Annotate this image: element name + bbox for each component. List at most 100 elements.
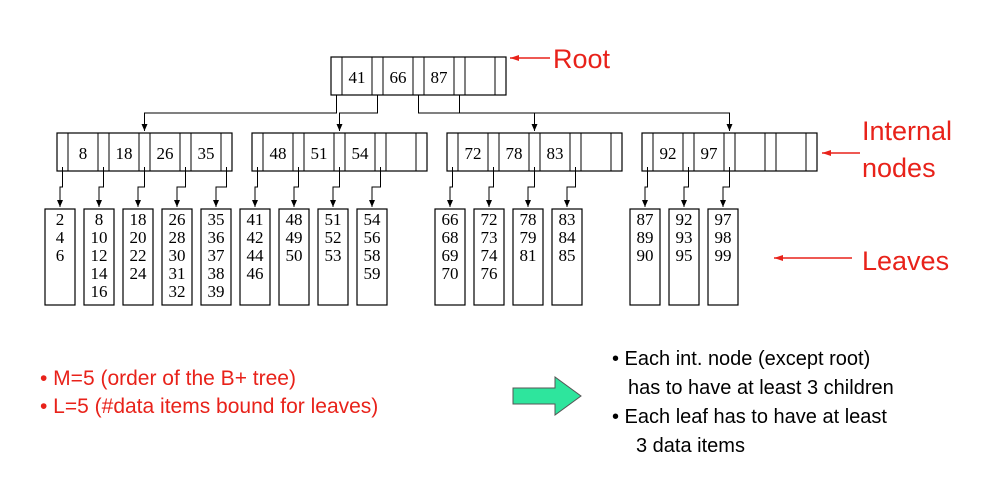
leaf-value: 42 xyxy=(247,228,264,247)
leaf-box xyxy=(668,208,700,306)
leaf-value: 48 xyxy=(286,210,303,229)
node-key: 51 xyxy=(311,144,328,163)
tree-edge xyxy=(330,167,340,207)
node-key: 54 xyxy=(352,144,370,163)
tree-edge xyxy=(96,167,104,207)
leaf-value: 74 xyxy=(481,246,499,265)
tree-edge xyxy=(369,167,381,207)
leaf-value: 69 xyxy=(442,246,459,265)
leaf-value: 31 xyxy=(169,264,186,283)
leaf-value: 28 xyxy=(169,228,186,247)
node-key: 48 xyxy=(270,144,287,163)
leaf-value: 98 xyxy=(715,228,732,247)
leaf-value: 97 xyxy=(715,210,733,229)
notes-left: • M=5 (order of the B+ tree) • L=5 (#dat… xyxy=(40,365,378,421)
root-node: 41 66 87 xyxy=(330,56,507,96)
leaf-value: 14 xyxy=(91,264,109,283)
tree-edge xyxy=(525,167,535,207)
leaf-value: 53 xyxy=(325,246,342,265)
leaf-box xyxy=(44,208,76,306)
note-int-node-cont: has to have at least 3 children xyxy=(628,377,894,399)
leaf-box xyxy=(122,208,154,306)
leaf-value: 84 xyxy=(559,228,577,247)
leaf-value: 73 xyxy=(481,228,498,247)
leaf-value: 18 xyxy=(130,210,147,229)
leaves-label: Leaves xyxy=(862,246,949,276)
node-key: 97 xyxy=(701,144,719,163)
leaf-value: 56 xyxy=(364,228,381,247)
leaf-value: 46 xyxy=(247,264,264,283)
leaf-value: 81 xyxy=(520,246,537,265)
leaf-value: 66 xyxy=(442,210,459,229)
leaf-value: 93 xyxy=(676,228,693,247)
node-key: 78 xyxy=(506,144,523,163)
leaf-value: 76 xyxy=(481,264,498,283)
node-key: 35 xyxy=(198,144,215,163)
node-key: 26 xyxy=(157,144,174,163)
leaf-value: 4 xyxy=(56,228,65,247)
leaf-value: 16 xyxy=(91,282,108,301)
note-m: • M=5 (order of the B+ tree) xyxy=(40,367,296,390)
tree-edge xyxy=(213,167,227,207)
leaf-value: 68 xyxy=(442,228,459,247)
leaf-box xyxy=(161,208,193,306)
note-leaf-cont: 3 data items xyxy=(636,435,745,457)
tree-edge xyxy=(252,167,258,207)
note-int-node: • Each int. node (except root) xyxy=(612,348,871,370)
leaf-box xyxy=(512,208,544,306)
internal-node-3: 72 78 83 xyxy=(446,132,623,172)
leaf-value: 58 xyxy=(364,246,381,265)
leaf-value: 92 xyxy=(676,210,693,229)
leaf-value: 26 xyxy=(169,210,186,229)
node-key: 72 xyxy=(465,144,482,163)
node-key: 8 xyxy=(79,144,88,163)
root-label-group: Root xyxy=(510,44,611,74)
tree-edge xyxy=(447,167,453,207)
internal-label-line2: nodes xyxy=(862,153,936,183)
leaf-value: 32 xyxy=(169,282,186,301)
leaf-value: 35 xyxy=(208,210,225,229)
leaf-value: 49 xyxy=(286,228,303,247)
tree-edge xyxy=(336,95,378,131)
leaf-value: 83 xyxy=(559,210,576,229)
leaf-value: 6 xyxy=(56,246,65,265)
leaf-value: 52 xyxy=(325,228,342,247)
leaf-value: 50 xyxy=(286,246,303,265)
tree-edge xyxy=(174,167,186,207)
tree-edge xyxy=(681,167,689,207)
green-arrow-icon xyxy=(512,376,582,416)
leaf-box xyxy=(707,208,739,306)
tree-edge xyxy=(486,167,494,207)
leaf-value: 89 xyxy=(637,228,654,247)
leaf-value: 70 xyxy=(442,264,459,283)
leaf-value: 20 xyxy=(130,228,147,247)
tree-nodes: 41 66 878 18 26 35 48 51 54 72 78 83 92 9724681012141… xyxy=(44,56,818,306)
leaf-box xyxy=(317,208,349,306)
tree-edges xyxy=(57,95,733,207)
leaf-value: 95 xyxy=(676,246,693,265)
node-key: 41 xyxy=(349,68,366,87)
leaf-value: 78 xyxy=(520,210,537,229)
leaf-box xyxy=(356,208,388,306)
leaf-value: 41 xyxy=(247,210,264,229)
internal-node-2: 48 51 54 xyxy=(251,132,428,172)
tree-edge xyxy=(135,167,145,207)
leaf-value: 51 xyxy=(325,210,342,229)
leaf-box xyxy=(239,208,271,306)
leaf-value: 22 xyxy=(130,246,147,265)
notes-right: • Each int. node (except root) has to ha… xyxy=(612,345,894,461)
leaf-value: 44 xyxy=(247,246,265,265)
node-key: 92 xyxy=(660,144,677,163)
node-key: 87 xyxy=(431,68,449,87)
leaf-value: 54 xyxy=(364,210,382,229)
node-key: 18 xyxy=(116,144,133,163)
